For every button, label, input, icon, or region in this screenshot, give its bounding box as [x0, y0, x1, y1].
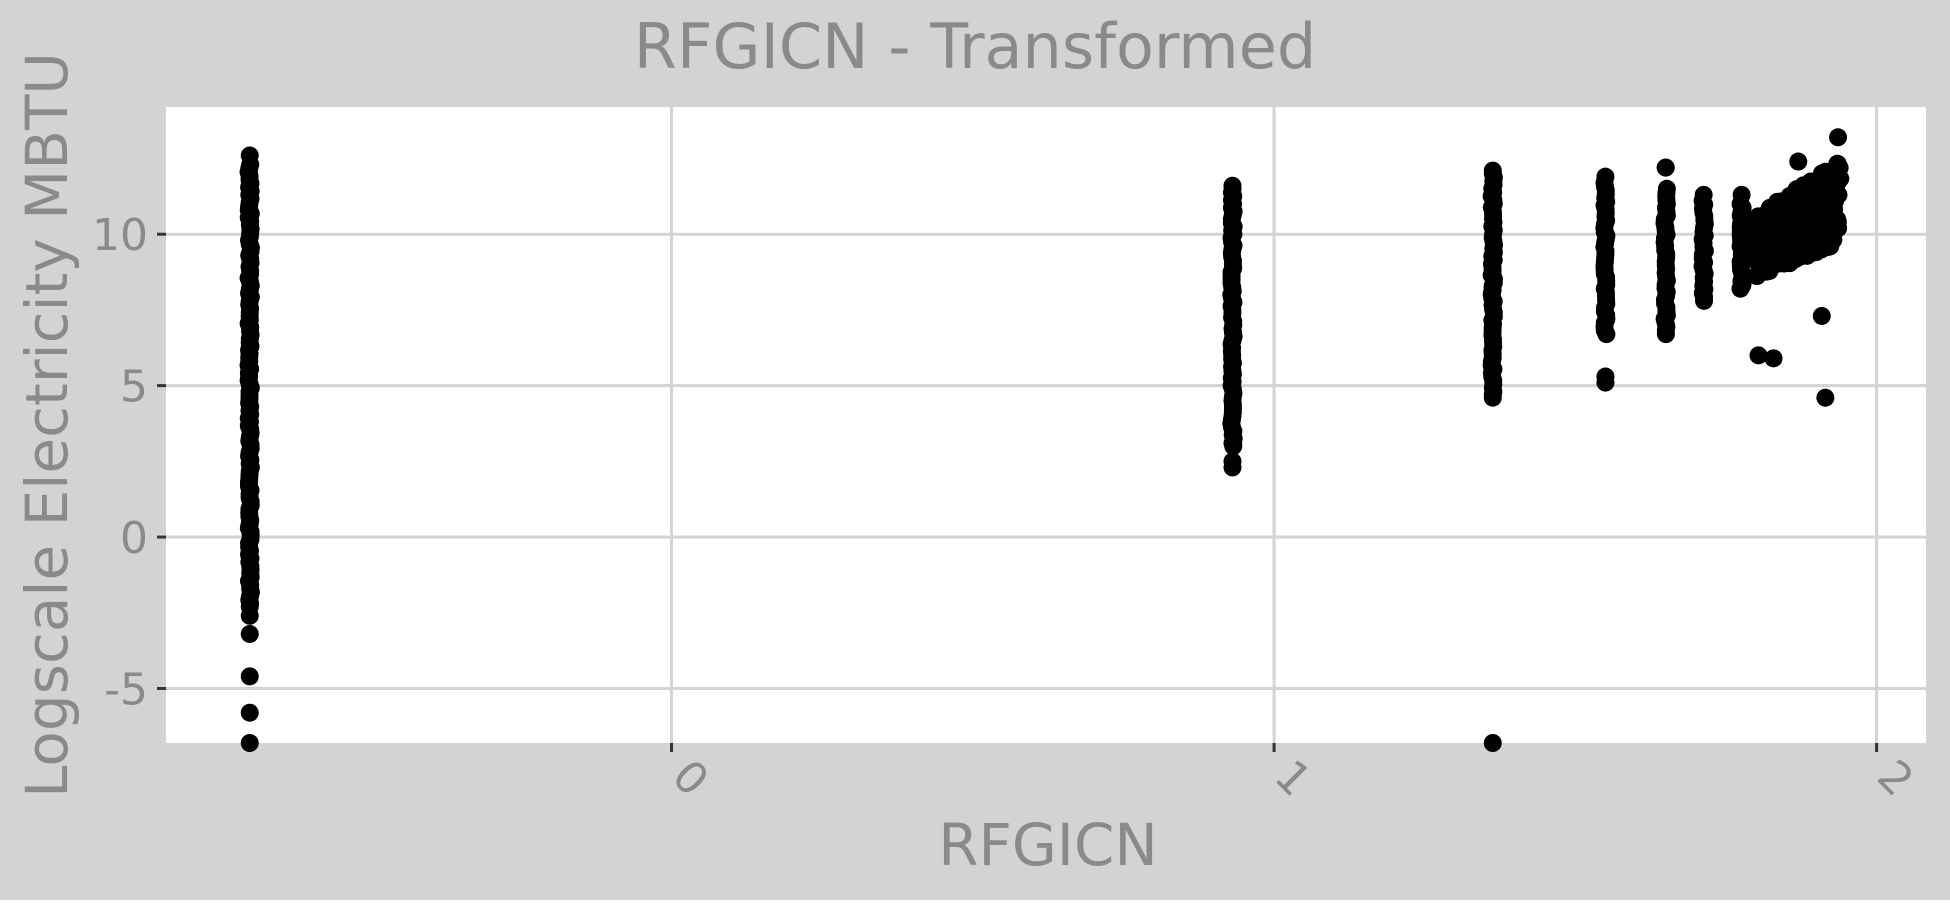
data-point [1812, 306, 1831, 325]
plot-panel [166, 107, 1926, 743]
data-point [1483, 161, 1502, 180]
data-point [1223, 434, 1242, 453]
data-point [1811, 192, 1830, 211]
data-point [1694, 185, 1713, 204]
data-point [1747, 229, 1766, 248]
data-point [1764, 349, 1783, 368]
data-point [1807, 220, 1826, 239]
data-point [240, 703, 259, 722]
data-point [1657, 179, 1676, 198]
y-tick-label: 5 [120, 362, 148, 413]
data-point [1802, 239, 1821, 258]
data-point [1223, 452, 1242, 471]
data-point [1768, 211, 1787, 230]
y-tick-label: -5 [104, 664, 148, 715]
gridlines [166, 107, 1926, 743]
data-point [240, 667, 259, 686]
x-axis-label: RFGICN [938, 811, 1158, 879]
data-point [1829, 128, 1848, 147]
data-point [1483, 385, 1502, 404]
data-point [1816, 388, 1835, 407]
data-point [1782, 217, 1801, 236]
data-point [1223, 176, 1242, 195]
data-point [240, 146, 259, 165]
data-point [1789, 152, 1808, 171]
data-point [1777, 253, 1796, 272]
data-point [1752, 207, 1771, 226]
data-points [239, 128, 1850, 752]
data-point [1732, 185, 1751, 204]
chart-title: RFGICN - Transformed [634, 10, 1316, 83]
data-point [1824, 170, 1843, 189]
data-point [1756, 255, 1775, 274]
data-point [1827, 156, 1846, 175]
data-point [240, 734, 259, 752]
y-tick-label: 10 [92, 210, 148, 261]
data-point [1483, 734, 1502, 752]
data-point [1749, 346, 1768, 365]
data-point [1596, 367, 1615, 386]
data-point [1782, 187, 1800, 206]
data-point [1656, 158, 1675, 177]
data-point [240, 624, 259, 643]
data-point [240, 606, 259, 625]
data-point [1596, 167, 1615, 186]
y-axis-label: Logscale Electricity MBTU [13, 52, 81, 798]
y-tick-label: 0 [120, 513, 148, 564]
data-point [1826, 221, 1845, 240]
